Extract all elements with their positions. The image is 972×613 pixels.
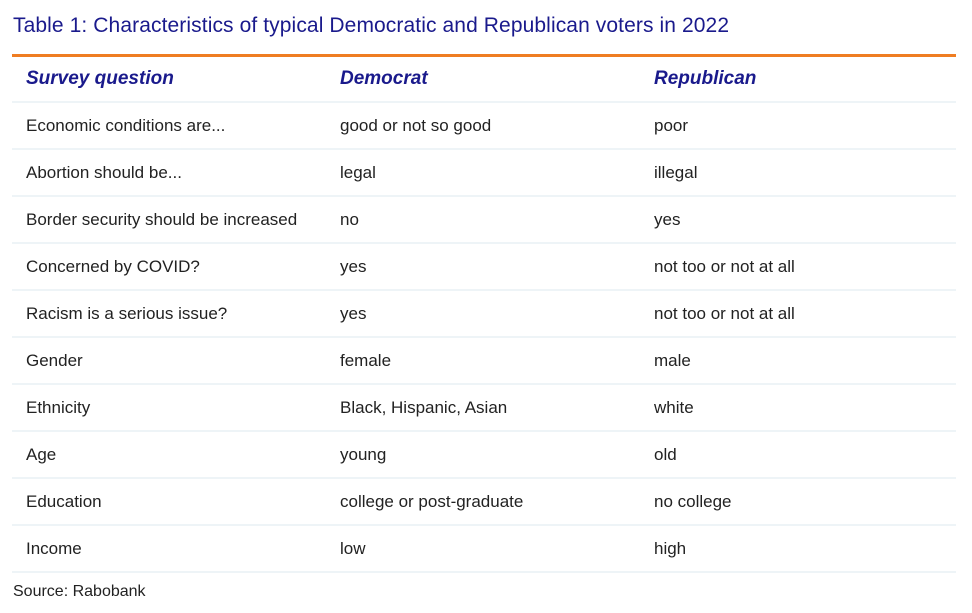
republican-cell: not too or not at all	[654, 256, 795, 276]
democrat-cell: low	[340, 538, 366, 558]
survey-question-cell: Racism is a serious issue?	[26, 303, 228, 323]
column-header-survey-question: Survey question	[26, 68, 174, 89]
voter-characteristics-table: Survey question Democrat Republican Econ…	[12, 57, 956, 573]
survey-question-cell: Economic conditions are...	[26, 115, 226, 135]
republican-cell: high	[654, 538, 687, 558]
democrat-cell: no	[340, 209, 359, 229]
column-header-democrat: Democrat	[340, 68, 428, 89]
table-row: Racism is a serious issue? yes not too o…	[12, 291, 956, 338]
orange-header-rule	[12, 54, 956, 57]
republican-cell: illegal	[654, 162, 698, 182]
source-note: Source: Rabobank	[13, 583, 146, 600]
republican-cell: poor	[654, 115, 689, 135]
survey-question-cell: Concerned by COVID?	[26, 256, 200, 276]
republican-cell: not too or not at all	[654, 303, 795, 323]
column-header-republican: Republican	[654, 68, 757, 89]
republican-cell: male	[654, 350, 691, 370]
republican-cell: no college	[654, 491, 732, 511]
table-row: Income low high	[12, 526, 956, 573]
survey-question-cell: Gender	[26, 350, 83, 370]
survey-question-cell: Age	[26, 444, 57, 464]
republican-cell: yes	[654, 209, 681, 229]
table-row: Abortion should be... legal illegal	[12, 150, 956, 197]
democrat-cell: yes	[340, 256, 367, 276]
survey-question-cell: Border security should be increased	[26, 209, 298, 229]
table-title: Table 1: Characteristics of typical Demo…	[13, 14, 730, 37]
survey-question-cell: Abortion should be...	[26, 162, 182, 182]
democrat-cell: yes	[340, 303, 367, 323]
table-row: Gender female male	[12, 338, 956, 385]
table-row: Ethnicity Black, Hispanic, Asian white	[12, 385, 956, 432]
table-row: Age young old	[12, 432, 956, 479]
survey-question-cell: Ethnicity	[26, 397, 91, 417]
democrat-cell: good or not so good	[340, 115, 492, 135]
democrat-cell: legal	[340, 162, 376, 182]
table-row: Concerned by COVID? yes not too or not a…	[12, 244, 956, 291]
table-row: Education college or post-graduate no co…	[12, 479, 956, 526]
republican-cell: old	[654, 444, 677, 464]
table-row: Border security should be increased no y…	[12, 197, 956, 244]
democrat-cell: young	[340, 444, 387, 464]
democrat-cell: female	[340, 350, 392, 370]
survey-question-cell: Income	[26, 538, 82, 558]
democrat-cell: college or post-graduate	[340, 491, 524, 511]
table-header-row: Survey question Democrat Republican	[12, 57, 956, 103]
democrat-cell: Black, Hispanic, Asian	[340, 397, 508, 417]
survey-question-cell: Education	[26, 491, 102, 511]
republican-cell: white	[654, 397, 694, 417]
table-row: Economic conditions are... good or not s…	[12, 103, 956, 150]
